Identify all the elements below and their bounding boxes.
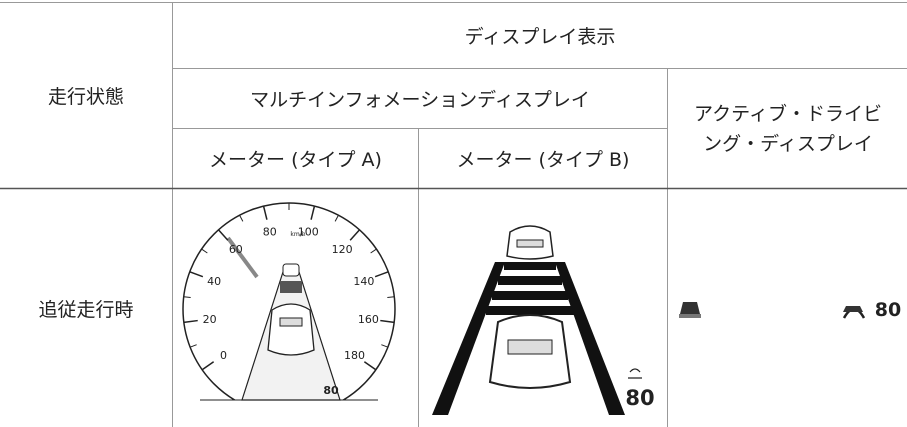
major-tick <box>217 229 229 241</box>
major-tick <box>189 271 204 278</box>
meter-b-speed: 80 <box>625 386 655 410</box>
meter-b <box>432 225 642 415</box>
active-driving-display <box>679 302 866 319</box>
major-tick <box>363 361 377 371</box>
state-cell: 追従走行時 <box>38 299 134 321</box>
minor-tick <box>201 248 208 254</box>
meter-a-header: メーター (タイプ A) <box>209 149 382 171</box>
multi-info-header: マルチインフォメーションディスプレイ <box>250 89 590 111</box>
row-label-header: 走行状態 <box>47 86 124 108</box>
scale-label: 160 <box>358 313 379 326</box>
major-tick <box>201 361 215 371</box>
scale-label: 180 <box>344 349 365 362</box>
minor-tick <box>370 248 377 254</box>
minor-tick <box>334 214 339 222</box>
major-tick <box>380 319 395 324</box>
major-tick <box>374 271 389 278</box>
minor-tick <box>183 296 191 299</box>
minor-tick <box>387 296 395 299</box>
meter-a: 0 20 40 60 80 100 120 140 160 180 <box>182 202 396 401</box>
meter-a-speed: 80 <box>323 383 339 397</box>
meter-b-header: メーター (タイプ B) <box>456 149 630 171</box>
major-tick <box>183 319 198 324</box>
major-tick <box>349 229 361 241</box>
scale-label: 80 <box>263 225 277 238</box>
group-header: ディスプレイ表示 <box>464 26 616 48</box>
scale-label: 140 <box>353 275 374 288</box>
add-speed: 80 <box>874 299 902 321</box>
scale-label: 60 <box>229 243 243 256</box>
scale-label: 100 <box>298 225 319 238</box>
minor-tick <box>381 344 389 348</box>
minor-tick <box>239 214 244 222</box>
active-driving-header: アクティブ・ドライビング・ディスプレイ <box>694 102 882 155</box>
scale-label: 0 <box>220 349 227 362</box>
major-tick <box>310 205 316 220</box>
major-tick <box>262 205 268 220</box>
meter-a-unit: km/h <box>290 230 306 238</box>
minor-tick <box>189 344 197 348</box>
scale-label: 120 <box>332 243 353 256</box>
scale-label: 20 <box>203 313 217 326</box>
scale-label: 40 <box>207 275 221 288</box>
